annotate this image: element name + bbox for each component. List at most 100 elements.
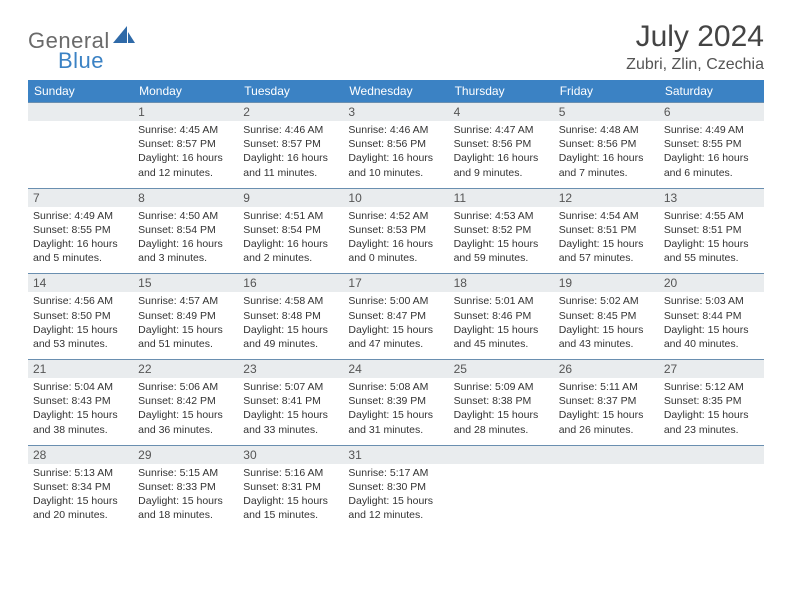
- sunset-line: Sunset: 8:47 PM: [348, 309, 443, 323]
- sunrise-line: Sunrise: 4:51 AM: [243, 209, 338, 223]
- day-cell: 12Sunrise: 4:54 AMSunset: 8:51 PMDayligh…: [554, 188, 659, 274]
- day-cell: 29Sunrise: 5:15 AMSunset: 8:33 PMDayligh…: [133, 445, 238, 530]
- sunrise-line: Sunrise: 4:49 AM: [664, 123, 759, 137]
- day-number: 21: [28, 360, 133, 378]
- week-row: 1Sunrise: 4:45 AMSunset: 8:57 PMDaylight…: [28, 103, 764, 189]
- sunrise-line: Sunrise: 5:03 AM: [664, 294, 759, 308]
- day-cell: 23Sunrise: 5:07 AMSunset: 8:41 PMDayligh…: [238, 360, 343, 446]
- daylight-line: Daylight: 15 hours and 43 minutes.: [559, 323, 654, 351]
- sunset-line: Sunset: 8:41 PM: [243, 394, 338, 408]
- day-number: 27: [659, 360, 764, 378]
- sunrise-line: Sunrise: 5:11 AM: [559, 380, 654, 394]
- weekday-header: Sunday: [28, 80, 133, 103]
- day-body: Sunrise: 4:49 AMSunset: 8:55 PMDaylight:…: [659, 121, 764, 188]
- day-number: 20: [659, 274, 764, 292]
- day-body: Sunrise: 5:07 AMSunset: 8:41 PMDaylight:…: [238, 378, 343, 445]
- day-number: 1: [133, 103, 238, 121]
- day-body: Sunrise: 5:00 AMSunset: 8:47 PMDaylight:…: [343, 292, 448, 359]
- day-body: Sunrise: 4:52 AMSunset: 8:53 PMDaylight:…: [343, 207, 448, 274]
- day-number: 14: [28, 274, 133, 292]
- day-cell: 30Sunrise: 5:16 AMSunset: 8:31 PMDayligh…: [238, 445, 343, 530]
- sunrise-line: Sunrise: 5:00 AM: [348, 294, 443, 308]
- day-body: [28, 121, 133, 181]
- day-cell: 11Sunrise: 4:53 AMSunset: 8:52 PMDayligh…: [449, 188, 554, 274]
- day-body: Sunrise: 4:54 AMSunset: 8:51 PMDaylight:…: [554, 207, 659, 274]
- page-title: July 2024: [626, 20, 764, 54]
- day-cell: 3Sunrise: 4:46 AMSunset: 8:56 PMDaylight…: [343, 103, 448, 189]
- daylight-line: Daylight: 15 hours and 55 minutes.: [664, 237, 759, 265]
- sunrise-line: Sunrise: 4:49 AM: [33, 209, 128, 223]
- day-number: 25: [449, 360, 554, 378]
- sunset-line: Sunset: 8:39 PM: [348, 394, 443, 408]
- sunrise-line: Sunrise: 5:02 AM: [559, 294, 654, 308]
- day-cell: 5Sunrise: 4:48 AMSunset: 8:56 PMDaylight…: [554, 103, 659, 189]
- sunset-line: Sunset: 8:57 PM: [243, 137, 338, 151]
- sunset-line: Sunset: 8:34 PM: [33, 480, 128, 494]
- daylight-line: Daylight: 15 hours and 38 minutes.: [33, 408, 128, 436]
- day-number: 16: [238, 274, 343, 292]
- day-cell: 24Sunrise: 5:08 AMSunset: 8:39 PMDayligh…: [343, 360, 448, 446]
- day-body: Sunrise: 5:04 AMSunset: 8:43 PMDaylight:…: [28, 378, 133, 445]
- daylight-line: Daylight: 16 hours and 5 minutes.: [33, 237, 128, 265]
- sunset-line: Sunset: 8:52 PM: [454, 223, 549, 237]
- day-number: 10: [343, 189, 448, 207]
- weekday-header: Saturday: [659, 80, 764, 103]
- sunset-line: Sunset: 8:56 PM: [348, 137, 443, 151]
- sunset-line: Sunset: 8:55 PM: [33, 223, 128, 237]
- sunrise-line: Sunrise: 5:01 AM: [454, 294, 549, 308]
- day-cell: 28Sunrise: 5:13 AMSunset: 8:34 PMDayligh…: [28, 445, 133, 530]
- day-body: Sunrise: 5:09 AMSunset: 8:38 PMDaylight:…: [449, 378, 554, 445]
- daylight-line: Daylight: 16 hours and 2 minutes.: [243, 237, 338, 265]
- daylight-line: Daylight: 15 hours and 20 minutes.: [33, 494, 128, 522]
- day-cell: 1Sunrise: 4:45 AMSunset: 8:57 PMDaylight…: [133, 103, 238, 189]
- sunset-line: Sunset: 8:44 PM: [664, 309, 759, 323]
- daylight-line: Daylight: 16 hours and 12 minutes.: [138, 151, 233, 179]
- day-cell: 31Sunrise: 5:17 AMSunset: 8:30 PMDayligh…: [343, 445, 448, 530]
- day-body: Sunrise: 4:53 AMSunset: 8:52 PMDaylight:…: [449, 207, 554, 274]
- sunset-line: Sunset: 8:37 PM: [559, 394, 654, 408]
- sunrise-line: Sunrise: 4:47 AM: [454, 123, 549, 137]
- day-body: Sunrise: 4:55 AMSunset: 8:51 PMDaylight:…: [659, 207, 764, 274]
- day-number: 15: [133, 274, 238, 292]
- day-number: 5: [554, 103, 659, 121]
- daylight-line: Daylight: 15 hours and 36 minutes.: [138, 408, 233, 436]
- day-number: 22: [133, 360, 238, 378]
- day-body: [554, 464, 659, 524]
- sunset-line: Sunset: 8:31 PM: [243, 480, 338, 494]
- day-cell: 20Sunrise: 5:03 AMSunset: 8:44 PMDayligh…: [659, 274, 764, 360]
- day-body: Sunrise: 5:11 AMSunset: 8:37 PMDaylight:…: [554, 378, 659, 445]
- daylight-line: Daylight: 16 hours and 0 minutes.: [348, 237, 443, 265]
- day-number: 19: [554, 274, 659, 292]
- day-number: 12: [554, 189, 659, 207]
- sunset-line: Sunset: 8:43 PM: [33, 394, 128, 408]
- sunset-line: Sunset: 8:46 PM: [454, 309, 549, 323]
- daylight-line: Daylight: 16 hours and 10 minutes.: [348, 151, 443, 179]
- sunset-line: Sunset: 8:35 PM: [664, 394, 759, 408]
- sunrise-line: Sunrise: 4:58 AM: [243, 294, 338, 308]
- day-body: Sunrise: 4:47 AMSunset: 8:56 PMDaylight:…: [449, 121, 554, 188]
- daylight-line: Daylight: 15 hours and 28 minutes.: [454, 408, 549, 436]
- day-number: [449, 446, 554, 464]
- daylight-line: Daylight: 15 hours and 59 minutes.: [454, 237, 549, 265]
- sunset-line: Sunset: 8:54 PM: [243, 223, 338, 237]
- day-number: 6: [659, 103, 764, 121]
- day-number: 24: [343, 360, 448, 378]
- daylight-line: Daylight: 16 hours and 3 minutes.: [138, 237, 233, 265]
- day-cell: 25Sunrise: 5:09 AMSunset: 8:38 PMDayligh…: [449, 360, 554, 446]
- week-row: 7Sunrise: 4:49 AMSunset: 8:55 PMDaylight…: [28, 188, 764, 274]
- weekday-header: Tuesday: [238, 80, 343, 103]
- page-header: General Blue July 2024 Zubri, Zlin, Czec…: [28, 20, 764, 74]
- day-body: Sunrise: 4:45 AMSunset: 8:57 PMDaylight:…: [133, 121, 238, 188]
- sunrise-line: Sunrise: 5:08 AM: [348, 380, 443, 394]
- day-cell: 19Sunrise: 5:02 AMSunset: 8:45 PMDayligh…: [554, 274, 659, 360]
- day-number: 13: [659, 189, 764, 207]
- day-body: [449, 464, 554, 524]
- week-row: 21Sunrise: 5:04 AMSunset: 8:43 PMDayligh…: [28, 360, 764, 446]
- sunset-line: Sunset: 8:56 PM: [559, 137, 654, 151]
- day-number: [28, 103, 133, 121]
- daylight-line: Daylight: 15 hours and 23 minutes.: [664, 408, 759, 436]
- weekday-header: Friday: [554, 80, 659, 103]
- sunset-line: Sunset: 8:50 PM: [33, 309, 128, 323]
- day-number: [659, 446, 764, 464]
- sunrise-line: Sunrise: 4:48 AM: [559, 123, 654, 137]
